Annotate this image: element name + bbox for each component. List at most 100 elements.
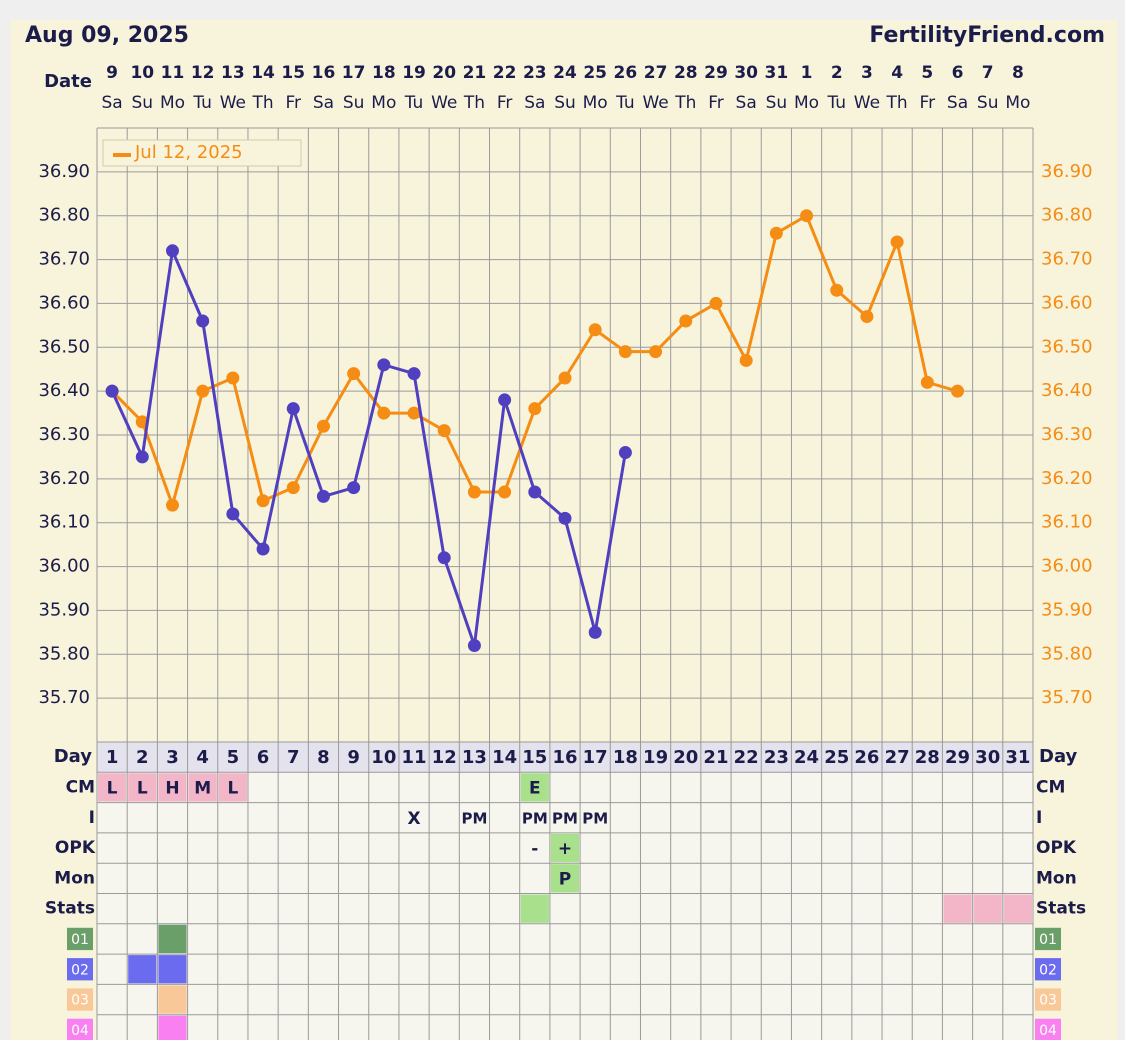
code-badge — [67, 958, 93, 981]
day-row-bg — [97, 742, 1033, 773]
weekday: Th — [886, 93, 908, 113]
cell-text: H — [165, 778, 179, 798]
weekday: Th — [251, 93, 273, 113]
date-number: 26 — [614, 63, 638, 83]
row-label: Mon — [1036, 868, 1077, 888]
day-number: 8 — [317, 747, 330, 768]
code-badge — [1035, 1018, 1061, 1040]
date-number: 18 — [372, 63, 396, 83]
code-label: 03 — [1039, 993, 1057, 1009]
day-number: 20 — [673, 747, 698, 768]
data-point — [709, 296, 723, 310]
cell-fill — [158, 1015, 187, 1040]
date-number: 1 — [801, 63, 813, 83]
weekday: Mo — [583, 93, 608, 113]
cell-fill — [128, 955, 157, 984]
cell-text: L — [137, 778, 148, 798]
cell-fill — [520, 773, 549, 802]
cell-fill — [1003, 894, 1032, 923]
code-badge — [1035, 958, 1061, 981]
cell-text: L — [227, 778, 238, 798]
data-point — [679, 314, 693, 328]
date-number: 4 — [891, 63, 903, 83]
day-number: 28 — [915, 747, 940, 768]
data-point — [316, 489, 330, 503]
row-label: Stats — [45, 899, 95, 919]
data-point — [498, 393, 512, 407]
data-point — [830, 283, 844, 297]
y-tick-label: 36.90 — [38, 161, 90, 182]
weekday: Tu — [404, 93, 424, 113]
data-point — [528, 485, 542, 499]
weekday: Mo — [1005, 93, 1030, 113]
y2-tick-label: 36.70 — [1041, 249, 1093, 270]
cell-text: PM — [552, 809, 578, 827]
data-point — [467, 485, 481, 499]
date-number: 28 — [674, 63, 698, 83]
data-point — [407, 367, 421, 381]
row-label: Mon — [54, 868, 95, 888]
title: Aug 09, 2025 — [25, 23, 189, 48]
weekday: Su — [766, 93, 788, 113]
weekday: Th — [463, 93, 485, 113]
data-point — [558, 511, 572, 525]
day-label: Day — [54, 746, 93, 767]
data-point — [196, 314, 210, 328]
y-tick-label: 35.70 — [38, 687, 90, 708]
day-number: 23 — [764, 747, 789, 768]
data-point — [528, 402, 542, 416]
cell-text: - — [531, 839, 538, 859]
cell-fill — [550, 833, 580, 863]
cell-fill — [973, 894, 1002, 923]
data-point — [437, 551, 451, 565]
data-point — [467, 639, 481, 653]
data-point — [286, 481, 300, 495]
day-number: 10 — [371, 747, 396, 768]
data-point — [165, 498, 179, 512]
weekday: Mo — [160, 93, 185, 113]
date-number: 17 — [342, 63, 366, 83]
legend-label: Jul 12, 2025 — [134, 142, 243, 163]
data-point — [558, 371, 572, 385]
cell-text: M — [194, 778, 211, 798]
data-point — [951, 384, 965, 398]
row-label: CM — [66, 777, 95, 797]
day-number: 16 — [552, 747, 577, 768]
code-badge — [1035, 988, 1061, 1011]
date-number: 7 — [982, 63, 994, 83]
weekday: Su — [343, 93, 365, 113]
data-point — [739, 353, 753, 367]
code-label: 02 — [1039, 962, 1057, 978]
day-number: 22 — [734, 747, 759, 768]
cell-fill — [128, 773, 157, 802]
cell-fill — [188, 773, 217, 802]
day-number: 7 — [287, 747, 300, 768]
data-point — [165, 244, 179, 258]
y-tick-label: 36.20 — [38, 468, 90, 489]
y2-tick-label: 35.70 — [1041, 687, 1093, 708]
data-point — [920, 375, 934, 389]
data-point — [256, 494, 270, 508]
cell-text: PM — [522, 809, 548, 827]
weekday: Mo — [794, 93, 819, 113]
day-number: 30 — [975, 747, 1000, 768]
day-number: 18 — [613, 747, 638, 768]
day-number: 14 — [492, 747, 517, 768]
day-number: 5 — [227, 747, 240, 768]
weekday: We — [854, 93, 880, 113]
date-number: 15 — [281, 63, 305, 83]
cell-text: E — [529, 778, 541, 798]
weekday: Sa — [524, 93, 545, 113]
y2-tick-label: 35.90 — [1041, 599, 1093, 620]
data-point — [286, 402, 300, 416]
cell-text: X — [407, 809, 420, 829]
day-number: 2 — [136, 747, 149, 768]
cell-fill — [158, 985, 187, 1014]
data-point — [860, 310, 874, 324]
legend-box — [102, 139, 302, 167]
code-badge — [67, 988, 93, 1011]
weekday: Sa — [947, 93, 968, 113]
date-number: 11 — [161, 63, 185, 83]
day-number: 13 — [462, 747, 487, 768]
